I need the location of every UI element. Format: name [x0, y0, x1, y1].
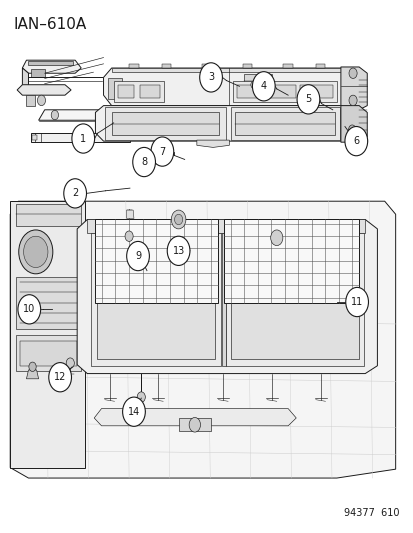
Circle shape [29, 362, 36, 372]
Polygon shape [161, 64, 171, 68]
Polygon shape [104, 107, 225, 140]
Circle shape [348, 95, 356, 106]
Polygon shape [28, 61, 73, 66]
Circle shape [24, 236, 48, 268]
Polygon shape [231, 239, 358, 359]
Polygon shape [315, 64, 325, 68]
Polygon shape [226, 232, 363, 366]
Circle shape [37, 95, 45, 106]
Polygon shape [233, 81, 336, 102]
Circle shape [297, 85, 319, 114]
Text: 4: 4 [260, 82, 266, 91]
Polygon shape [221, 232, 226, 366]
Polygon shape [26, 370, 38, 379]
Polygon shape [32, 135, 36, 140]
Polygon shape [299, 85, 332, 98]
Polygon shape [22, 68, 28, 94]
Circle shape [171, 210, 185, 229]
Circle shape [348, 125, 355, 134]
Circle shape [19, 230, 53, 274]
Polygon shape [77, 220, 377, 374]
Polygon shape [243, 74, 271, 89]
Circle shape [64, 179, 86, 208]
Polygon shape [117, 85, 134, 98]
Polygon shape [16, 335, 81, 371]
Text: IAN–610A: IAN–610A [13, 17, 86, 32]
Polygon shape [230, 107, 339, 140]
Polygon shape [340, 67, 366, 110]
Polygon shape [26, 95, 35, 106]
Circle shape [66, 358, 74, 368]
Polygon shape [242, 64, 252, 68]
Polygon shape [17, 85, 71, 95]
Polygon shape [31, 69, 45, 77]
Circle shape [348, 68, 356, 78]
Polygon shape [31, 133, 130, 142]
Polygon shape [178, 418, 211, 431]
Circle shape [345, 287, 368, 317]
Polygon shape [112, 68, 340, 72]
Text: 14: 14 [128, 407, 140, 417]
Circle shape [49, 362, 71, 392]
Polygon shape [16, 204, 81, 226]
Polygon shape [129, 64, 138, 68]
Polygon shape [95, 106, 356, 141]
Polygon shape [114, 81, 164, 102]
Polygon shape [38, 110, 117, 120]
Text: 8: 8 [141, 157, 147, 167]
Polygon shape [223, 220, 358, 303]
Polygon shape [340, 106, 366, 142]
Circle shape [344, 126, 367, 156]
Circle shape [270, 230, 282, 246]
Circle shape [151, 137, 173, 166]
Circle shape [51, 110, 58, 120]
Text: 5: 5 [304, 94, 311, 104]
Circle shape [189, 417, 200, 432]
Polygon shape [10, 201, 395, 478]
Polygon shape [10, 201, 85, 467]
Text: 11: 11 [350, 297, 362, 307]
Text: 3: 3 [207, 72, 214, 83]
Polygon shape [16, 277, 81, 329]
Circle shape [133, 148, 155, 176]
Text: 6: 6 [352, 136, 358, 146]
Circle shape [167, 236, 190, 265]
Circle shape [252, 71, 275, 101]
Polygon shape [237, 85, 263, 98]
Polygon shape [140, 85, 160, 98]
Circle shape [72, 124, 95, 153]
Polygon shape [91, 232, 221, 366]
Text: 9: 9 [135, 251, 141, 261]
Polygon shape [202, 64, 211, 68]
Text: 2: 2 [72, 188, 78, 198]
Polygon shape [87, 220, 364, 232]
Circle shape [125, 231, 133, 241]
Polygon shape [22, 60, 81, 73]
Text: 1: 1 [80, 134, 86, 143]
Polygon shape [126, 210, 134, 219]
Circle shape [126, 241, 149, 271]
Polygon shape [269, 85, 296, 98]
Text: 7: 7 [159, 147, 165, 157]
Circle shape [122, 397, 145, 426]
Polygon shape [94, 409, 296, 426]
Polygon shape [197, 140, 229, 148]
Polygon shape [282, 64, 292, 68]
Circle shape [137, 392, 145, 402]
Text: 10: 10 [23, 304, 36, 314]
Circle shape [199, 63, 222, 92]
Text: 12: 12 [54, 372, 66, 382]
Polygon shape [20, 341, 77, 366]
Text: 94377  610: 94377 610 [343, 508, 399, 518]
Polygon shape [103, 68, 356, 106]
Polygon shape [112, 112, 218, 135]
Circle shape [18, 295, 40, 324]
Polygon shape [235, 112, 334, 135]
Text: 13: 13 [172, 246, 184, 256]
Circle shape [174, 214, 182, 225]
Polygon shape [107, 78, 121, 99]
Polygon shape [97, 239, 215, 359]
Polygon shape [95, 220, 218, 303]
Circle shape [250, 81, 256, 88]
